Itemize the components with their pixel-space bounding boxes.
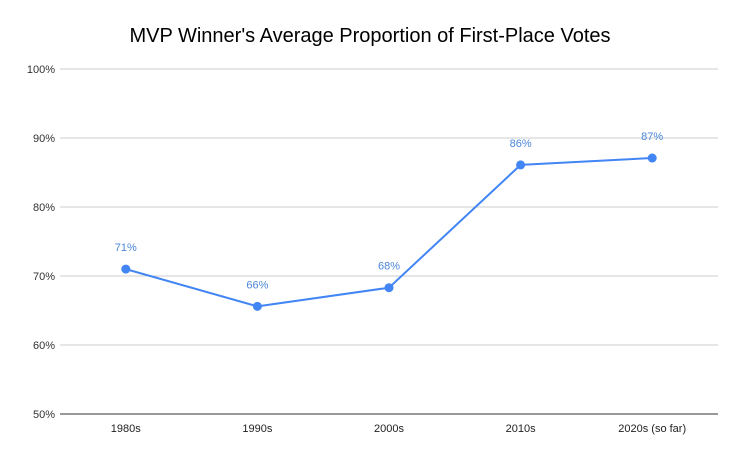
data-label: 66% xyxy=(246,279,268,291)
data-labels: 71% 66% 68% 86% 87% xyxy=(115,131,664,291)
x-tick-label: 2010s xyxy=(506,423,536,435)
data-point xyxy=(252,301,262,311)
data-label: 86% xyxy=(510,138,532,150)
data-point xyxy=(384,283,394,293)
y-tick-label: 80% xyxy=(33,202,55,214)
y-tick-label: 90% xyxy=(33,133,55,145)
y-tick-label: 60% xyxy=(33,340,55,352)
x-tick-label: 2020s (so far) xyxy=(618,423,686,435)
data-point xyxy=(121,264,131,274)
data-label: 71% xyxy=(115,242,137,254)
data-point xyxy=(516,160,526,170)
gridlines xyxy=(60,68,718,415)
x-tick-label: 1990s xyxy=(242,423,272,435)
y-tick-label: 70% xyxy=(33,271,55,283)
y-tick-label: 50% xyxy=(33,409,55,421)
x-axis-ticks: 1980s 1990s 2000s 2010s 2020s (so far) xyxy=(111,423,686,435)
series-layer xyxy=(121,153,657,311)
x-tick-label: 1980s xyxy=(111,423,141,435)
y-axis-ticks: 50% 60% 70% 80% 90% 100% xyxy=(27,64,55,421)
data-label: 68% xyxy=(378,261,400,273)
data-label: 87% xyxy=(641,131,663,143)
x-tick-label: 2000s xyxy=(374,423,404,435)
data-point xyxy=(647,153,657,163)
chart-title: MVP Winner's Average Proportion of First… xyxy=(129,25,610,47)
y-tick-label: 100% xyxy=(27,64,55,76)
